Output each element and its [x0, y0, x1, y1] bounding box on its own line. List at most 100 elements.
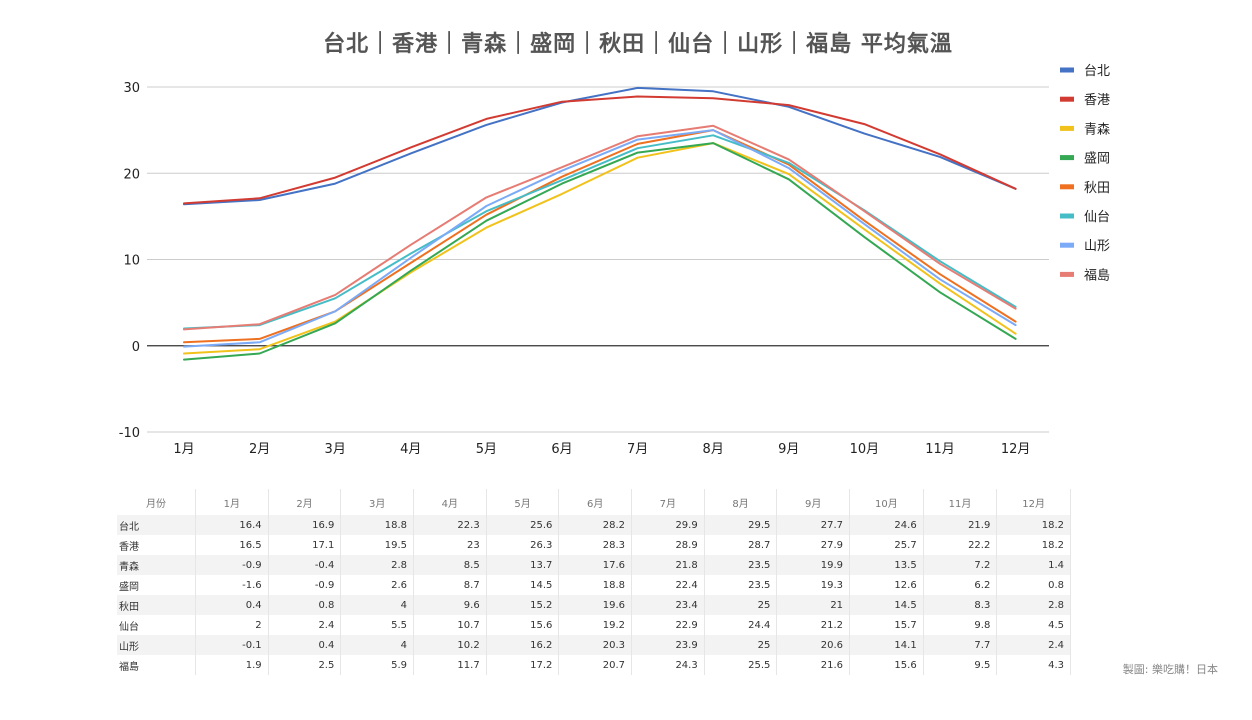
table-cell: 15.7: [849, 615, 924, 635]
table-cell: 10.2: [413, 635, 487, 655]
x-tick-label: 5月: [476, 442, 497, 457]
table-cell: 11.7: [413, 655, 487, 675]
legend-swatch: [1060, 242, 1074, 248]
table-cell: 4: [340, 635, 415, 655]
series-line-秋田: [183, 129, 1017, 344]
table-cell: 2.5: [268, 655, 342, 675]
table-cell: 13.5: [849, 555, 924, 575]
table-cell: 19.3: [776, 575, 851, 595]
table-column-header: 3月: [340, 489, 415, 515]
table-cell: 14.5: [849, 595, 924, 615]
table-cell: 24.4: [704, 615, 778, 635]
table-header-label: 月份: [117, 489, 196, 515]
table-row: 秋田 0.4 0.8 4 9.6 15.2 19.6 23.4 25 21 14.5 8.3 2.8: [117, 595, 1071, 615]
table-row: 台北 16.4 16.9 18.8 22.3 25.6 28.2 29.9 29.5 27.7 24…: [117, 515, 1071, 535]
table-cell: 23.4: [631, 595, 705, 615]
table-cell: 2: [195, 615, 269, 635]
table-cell: 21.9: [923, 515, 998, 535]
y-axis-ticks: 30 20 10 0 -10: [119, 81, 140, 441]
table-cell: 16.9: [268, 515, 342, 535]
x-tick-label: 2月: [249, 442, 270, 457]
table-cell: 9.6: [413, 595, 487, 615]
table-row: 仙台 2 2.4 5.5 10.7 15.6 19.2 22.9 24.4 21.2 15.7 9.8…: [117, 615, 1071, 635]
table-cell: 19.2: [558, 615, 633, 635]
grid-lines: [147, 86, 1049, 433]
series-line-香港: [183, 95, 1017, 205]
table-cell: 8.5: [413, 555, 487, 575]
table-cell: 9.8: [923, 615, 998, 635]
chart-title: 台北｜香港｜青森｜盛岡｜秋田｜仙台｜山形｜福島 平均氣溫: [323, 32, 953, 57]
x-tick-label: 6月: [551, 442, 572, 457]
table-cell: 19.5: [340, 535, 415, 555]
table-cell: 10.7: [413, 615, 487, 635]
table-cell: 15.6: [849, 655, 924, 675]
table-column-header: 2月: [268, 489, 342, 515]
table-column-header: 1月: [195, 489, 269, 515]
table-cell: 1.9: [195, 655, 269, 675]
table-cell: 4: [340, 595, 415, 615]
table-cell: 18.2: [996, 515, 1071, 535]
table-cell: 22.2: [923, 535, 998, 555]
table-cell: 2.8: [996, 595, 1071, 615]
series-line-盛岡: [183, 142, 1017, 361]
table-cell: -1.6: [195, 575, 269, 595]
table-cell: 28.3: [558, 535, 633, 555]
table-body: 台北 16.4 16.9 18.8 22.3 25.6 28.2 29.9 29.5 27.7 24…: [117, 515, 1071, 675]
table-cell: 17.6: [558, 555, 633, 575]
table-cell: 23: [413, 535, 487, 555]
legend-swatch: [1060, 213, 1074, 219]
series-line-台北: [183, 86, 1017, 206]
table-column-header: 10月: [849, 489, 924, 515]
table-cell: 12.6: [849, 575, 924, 595]
table-row-name: 山形: [117, 635, 196, 655]
table-cell: 26.3: [486, 535, 560, 555]
table-column-header: 11月: [923, 489, 998, 515]
table-cell: 25: [704, 595, 778, 615]
y-tick-label: 30: [123, 81, 140, 96]
table-cell: 2.4: [996, 635, 1071, 655]
x-tick-label: 4月: [400, 442, 421, 457]
table-row-name: 盛岡: [117, 575, 196, 595]
x-axis-ticks: 1月 2月 3月 4月 5月 6月 7月 8月 9月 10月 11月 12月: [173, 442, 1030, 457]
table-cell: -0.9: [268, 575, 342, 595]
x-tick-label: 7月: [627, 442, 648, 457]
table-row-name: 香港: [117, 535, 196, 555]
table-cell: 21: [776, 595, 851, 615]
table-row-name: 台北: [117, 515, 196, 535]
y-tick-label: 20: [123, 167, 140, 182]
x-tick-label: 9月: [778, 442, 799, 457]
y-tick-label: 10: [123, 254, 140, 269]
table-cell: 18.8: [558, 575, 633, 595]
table-cell: 20.3: [558, 635, 633, 655]
table-row: 福島 1.9 2.5 5.9 11.7 17.2 20.7 24.3 25.5 21.6 15.6 9…: [117, 655, 1071, 675]
table-cell: 2.6: [340, 575, 415, 595]
table-cell: 27.7: [776, 515, 851, 535]
legend-swatch: [1060, 125, 1074, 131]
table-cell: 0.4: [195, 595, 269, 615]
table-row-name: 青森: [117, 555, 196, 575]
table-cell: 17.2: [486, 655, 560, 675]
table-row: 青森 -0.9 -0.4 2.8 8.5 13.7 17.6 21.8 23.5 19.9 13.5…: [117, 555, 1071, 575]
table-cell: 7.2: [923, 555, 998, 575]
table-cell: 19.9: [776, 555, 851, 575]
table-cell: 28.9: [631, 535, 705, 555]
table-cell: 6.2: [923, 575, 998, 595]
table-cell: -0.1: [195, 635, 269, 655]
table-cell: 13.7: [486, 555, 560, 575]
table-cell: 9.5: [923, 655, 998, 675]
table-cell: 18.8: [340, 515, 415, 535]
table-row: 香港 16.5 17.1 19.5 23 26.3 28.3 28.9 28.7 27.9 25.7…: [117, 535, 1071, 555]
table-cell: 4.5: [996, 615, 1071, 635]
y-tick-label: -10: [119, 426, 140, 441]
table-cell: 4.3: [996, 655, 1071, 675]
legend-label: 青森: [1084, 122, 1110, 137]
table-header-row: 月份 1月 2月 3月 4月 5月 6月 7月 8月 9月 10月 11月 12月: [117, 489, 1071, 515]
series-line-青森: [183, 142, 1017, 355]
table-cell: 22.9: [631, 615, 705, 635]
table-cell: -0.9: [195, 555, 269, 575]
series-lines: [183, 86, 1017, 361]
table-cell: 25.6: [486, 515, 560, 535]
table-cell: 23.5: [704, 575, 778, 595]
table-cell: 15.2: [486, 595, 560, 615]
